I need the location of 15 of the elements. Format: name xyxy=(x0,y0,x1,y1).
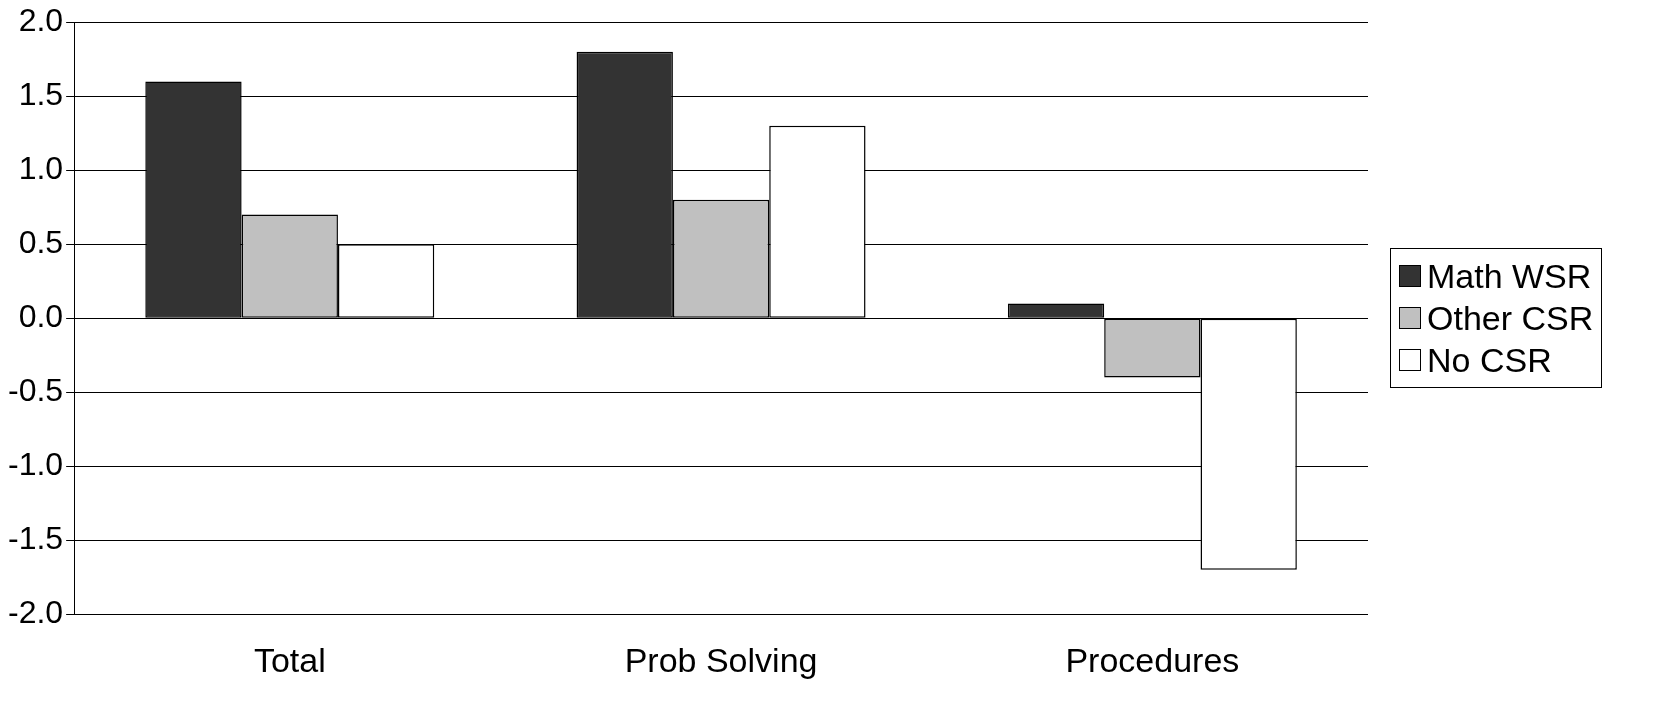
y-tick-label: -1.0 xyxy=(8,446,64,483)
y-tick-label: -1.5 xyxy=(8,520,64,557)
y-tick-label: 0.0 xyxy=(18,298,64,335)
y-tick-label: -2.0 xyxy=(8,594,64,631)
y-tick-label: 1.5 xyxy=(18,76,64,113)
y-tick-label: 0.5 xyxy=(18,224,64,261)
legend-label: Other CSR xyxy=(1427,298,1594,340)
y-tick-label: 2.0 xyxy=(18,2,64,39)
x-tick-label: Prob Solving xyxy=(624,640,818,679)
text: No CSR xyxy=(1427,340,1552,382)
y-tick-label: -0.5 xyxy=(8,372,64,409)
legend-label: Math WSR xyxy=(1427,256,1592,298)
x-tick-label: Total xyxy=(253,640,326,679)
y-tick-label: 1.0 xyxy=(18,150,64,187)
x-tick-label: Procedures xyxy=(1065,640,1240,679)
